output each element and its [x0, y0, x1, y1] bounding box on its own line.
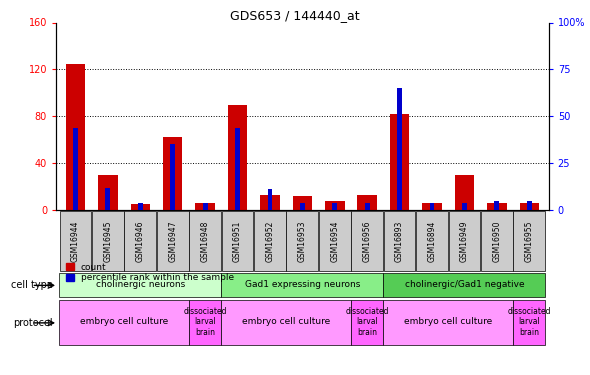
FancyBboxPatch shape [513, 300, 546, 345]
Bar [527, 201, 532, 210]
Text: Gad1 expressing neurons: Gad1 expressing neurons [245, 280, 360, 290]
Text: GSM16955: GSM16955 [525, 220, 534, 262]
Bar [235, 128, 240, 210]
FancyBboxPatch shape [481, 211, 513, 271]
FancyBboxPatch shape [59, 273, 221, 297]
FancyBboxPatch shape [59, 300, 189, 345]
Bar [325, 201, 345, 210]
Bar [358, 195, 377, 210]
Bar [332, 202, 337, 210]
Bar [365, 202, 369, 210]
Text: embryo cell culture: embryo cell culture [242, 317, 330, 326]
Text: embryo cell culture: embryo cell culture [80, 317, 168, 326]
Bar [171, 144, 175, 210]
Bar [293, 196, 312, 210]
FancyBboxPatch shape [92, 211, 124, 271]
Text: embryo cell culture: embryo cell culture [404, 317, 492, 326]
Bar [455, 175, 474, 210]
Bar [130, 204, 150, 210]
Text: protocol: protocol [14, 318, 53, 328]
FancyBboxPatch shape [319, 211, 350, 271]
FancyBboxPatch shape [189, 211, 221, 271]
Bar [300, 202, 305, 210]
Text: cholinergic/Gad1 negative: cholinergic/Gad1 negative [405, 280, 525, 290]
Text: GSM16948: GSM16948 [201, 220, 209, 262]
Text: GSM16954: GSM16954 [330, 220, 339, 262]
FancyBboxPatch shape [189, 300, 221, 345]
FancyBboxPatch shape [221, 300, 351, 345]
Text: GSM16951: GSM16951 [233, 220, 242, 262]
Bar [430, 202, 434, 210]
FancyBboxPatch shape [448, 211, 480, 271]
Bar [106, 188, 110, 210]
FancyBboxPatch shape [384, 300, 513, 345]
FancyBboxPatch shape [351, 300, 384, 345]
FancyBboxPatch shape [60, 211, 91, 271]
Bar [98, 175, 117, 210]
FancyBboxPatch shape [416, 211, 448, 271]
Bar [494, 201, 499, 210]
FancyBboxPatch shape [513, 211, 545, 271]
Text: dissociated
larval
brain: dissociated larval brain [346, 307, 389, 337]
Bar [73, 128, 78, 210]
Text: GSM16946: GSM16946 [136, 220, 145, 262]
Text: dissociated
larval
brain: dissociated larval brain [183, 307, 227, 337]
Bar [65, 63, 85, 210]
Bar [203, 202, 208, 210]
Text: GSM16949: GSM16949 [460, 220, 469, 262]
Text: GDS653 / 144440_at: GDS653 / 144440_at [230, 9, 360, 22]
Bar [397, 88, 402, 210]
Text: GSM16893: GSM16893 [395, 220, 404, 262]
FancyBboxPatch shape [157, 211, 189, 271]
Bar [422, 203, 442, 210]
FancyBboxPatch shape [384, 273, 546, 297]
FancyBboxPatch shape [222, 211, 254, 271]
Text: GSM16944: GSM16944 [71, 220, 80, 262]
Legend: count, percentile rank within the sample: count, percentile rank within the sample [67, 262, 234, 282]
Bar [267, 189, 273, 210]
Text: GSM16945: GSM16945 [103, 220, 113, 262]
Bar [163, 137, 182, 210]
Text: GSM16952: GSM16952 [266, 220, 274, 262]
Text: GSM16950: GSM16950 [492, 220, 502, 262]
FancyBboxPatch shape [254, 211, 286, 271]
FancyBboxPatch shape [124, 211, 156, 271]
Bar [462, 202, 467, 210]
Bar [138, 202, 143, 210]
FancyBboxPatch shape [384, 211, 415, 271]
Text: GSM16956: GSM16956 [363, 220, 372, 262]
Text: cholinergic neurons: cholinergic neurons [96, 280, 185, 290]
Bar [195, 203, 215, 210]
Bar [260, 195, 280, 210]
Text: cell type: cell type [11, 280, 53, 290]
Text: GSM16953: GSM16953 [298, 220, 307, 262]
Bar [487, 203, 507, 210]
Bar [228, 105, 247, 210]
FancyBboxPatch shape [221, 273, 384, 297]
Text: GSM16947: GSM16947 [168, 220, 177, 262]
FancyBboxPatch shape [287, 211, 318, 271]
Text: GSM16894: GSM16894 [428, 220, 437, 262]
Text: dissociated
larval
brain: dissociated larval brain [507, 307, 551, 337]
Bar [390, 114, 409, 210]
Bar [520, 203, 539, 210]
FancyBboxPatch shape [351, 211, 383, 271]
